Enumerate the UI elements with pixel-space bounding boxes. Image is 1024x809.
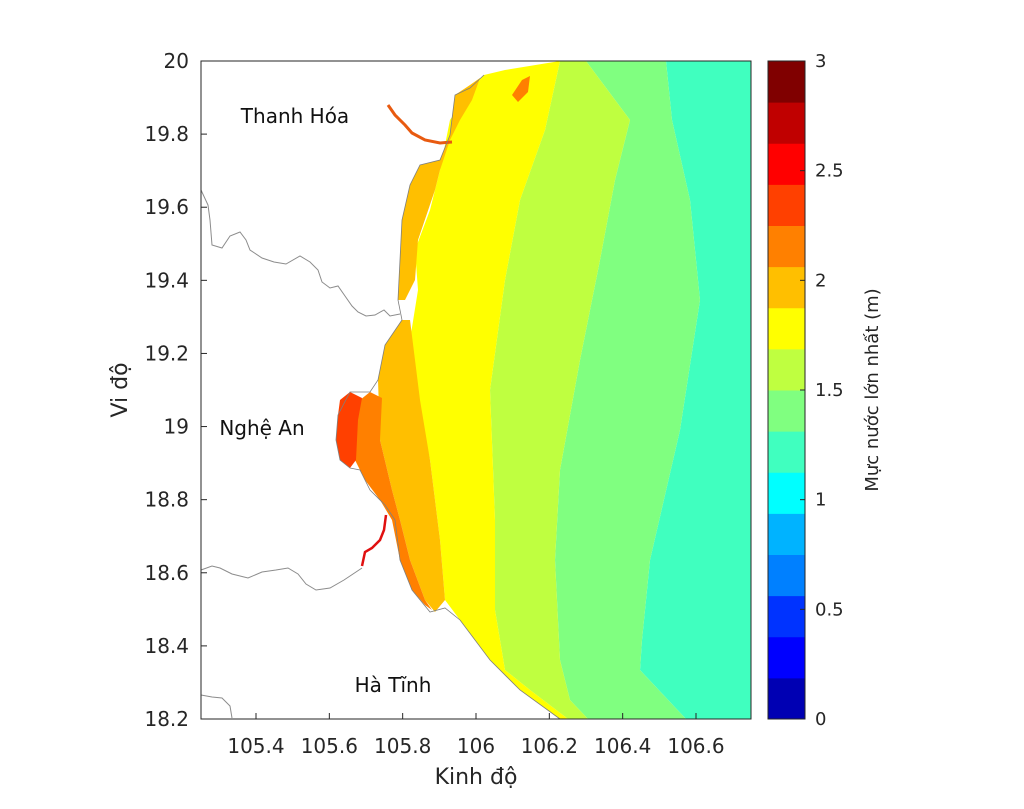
zone-2.5-north [512,76,530,102]
place-label-ha-tinh: Hà Tĩnh [355,673,432,697]
x-tick-label: 105.4 [227,734,284,758]
colorbar-level [768,636,805,679]
colorbar-level [768,554,805,597]
colorbar-level [768,266,805,309]
colorbar-level [768,184,805,226]
x-tick-label: 106.4 [594,734,651,758]
colorbar-level [768,143,805,185]
zone-2.25b [378,320,445,612]
zone-2.5 [355,392,432,610]
y-axis: 20 19.8 19.6 19.4 19.2 19 18.8 18.6 18.4 18.2 [144,49,207,731]
zone-2.0 [410,61,568,719]
x-tick-label: 105.8 [374,734,431,758]
boundary-thanh-nghe [200,189,401,317]
colorbar-level [768,348,805,391]
place-label-thanh-hoa: Thanh Hóa [240,104,349,128]
y-axis-label: Vi độ [108,362,133,417]
x-tick-label: 106 [457,734,495,758]
rivers [360,104,453,567]
river-nghe-an [360,514,388,567]
colorbar-level [768,390,805,432]
colorbar-tick-label: 2 [815,270,826,291]
colorbar-level [768,431,805,473]
boundary-nghe-ha [200,565,363,591]
y-tick-label: 18.4 [144,634,189,658]
boundary-south [200,694,233,719]
x-tick-label: 105.6 [301,734,358,758]
colorbar: 0 0.5 1 1.5 2 2.5 3 [767,51,844,730]
y-tick-label: 18.6 [144,561,189,585]
colorbar-tick-label: 3 [815,51,826,72]
zone-2.25 [398,78,480,300]
colorbar-level [768,595,805,638]
zone-1.75 [490,61,630,719]
colorbar-tick-label: 1.5 [815,380,844,401]
y-tick-label: 19 [164,415,189,439]
colorbar-level [768,472,805,514]
colorbar-level [768,677,805,720]
y-tick-label: 19.8 [144,122,189,146]
x-tick-label: 106.6 [667,734,724,758]
y-tick-label: 20 [164,49,189,73]
colorbar-level [768,513,805,555]
x-axis: 105.4 105.6 105.8 106 106.2 106.4 106.6 [227,713,725,758]
sea-zones [336,61,751,719]
colorbar-level [768,61,805,103]
zone-1.25 [640,61,751,719]
colorbar-level [768,102,805,144]
y-tick-label: 18.8 [144,488,189,512]
place-label-nghe-an: Nghệ An [219,416,304,440]
x-tick-label: 106.2 [521,734,578,758]
province-boundaries [200,189,401,719]
colorbar-tick-label: 0 [815,709,826,730]
zone-2.75 [336,392,362,468]
x-axis-label: Kinh độ [435,765,518,790]
river-thanh-hoa [386,104,453,145]
y-tick-label: 19.2 [144,341,189,365]
y-tick-label: 19.6 [144,195,189,219]
zone-1.5 [555,61,700,719]
colorbar-label: Mực nước lớn nhất (m) [862,288,883,491]
y-tick-label: 18.2 [144,707,189,731]
colorbar-tick-label: 1 [815,490,826,511]
y-tick-label: 19.4 [144,268,189,292]
coastline [335,74,561,720]
colorbar-level [768,225,805,268]
colorbar-tick-label: 0.5 [815,599,844,620]
colorbar-level [768,307,805,350]
colorbar-tick-label: 2.5 [815,161,844,182]
